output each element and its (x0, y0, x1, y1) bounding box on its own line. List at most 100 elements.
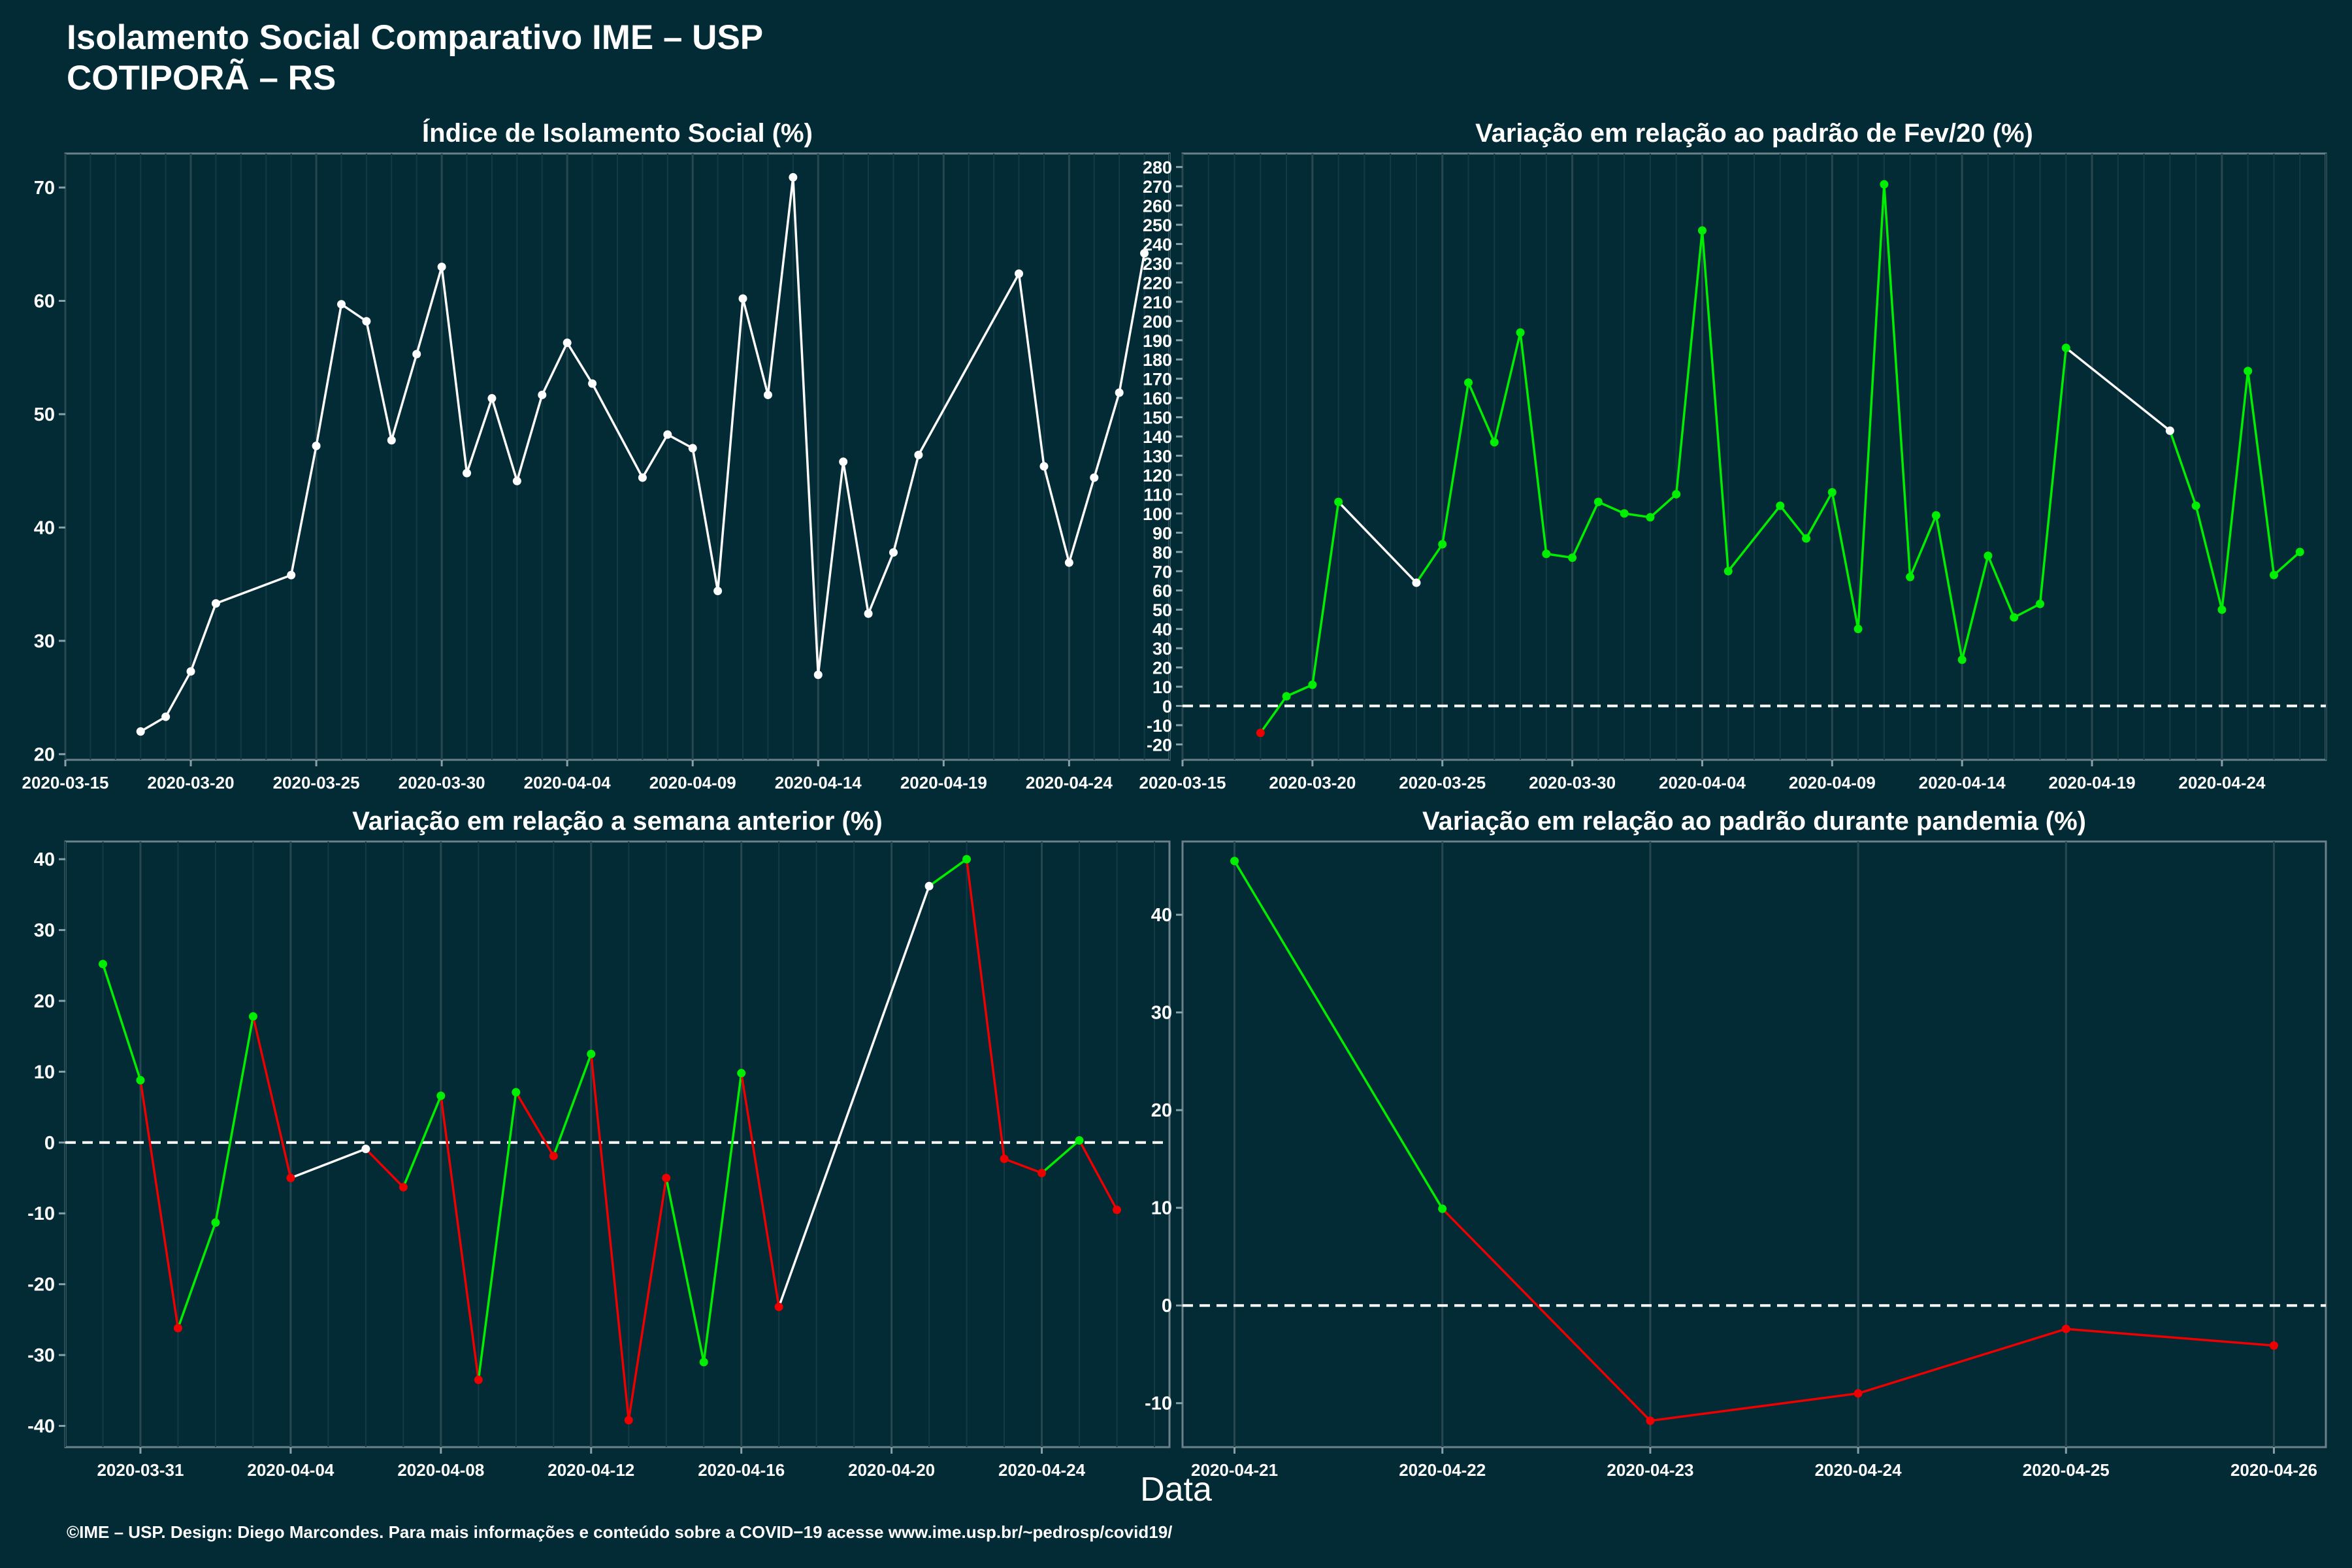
data-point (173, 1324, 182, 1333)
series-segment (515, 394, 544, 482)
series-segment (440, 1096, 480, 1380)
data-point (588, 379, 597, 388)
data-point (2191, 501, 2200, 510)
y-tick-label: 40 (1152, 620, 1172, 640)
data-point (98, 960, 107, 969)
series-segment (1043, 466, 1071, 563)
series-segment (566, 342, 594, 385)
y-tick-label: 110 (1143, 485, 1172, 504)
y-tick-label: 20 (1152, 659, 1172, 678)
data-point (211, 1218, 220, 1227)
series-segment (1233, 860, 1444, 1210)
series-segment (465, 398, 493, 474)
series-segment (1961, 555, 1989, 661)
data-point (1827, 488, 1837, 497)
series-segment (928, 858, 968, 887)
x-tick-label: 2020-04-24 (1026, 773, 1113, 792)
data-point (1334, 497, 1343, 506)
y-tick-label: 250 (1143, 216, 1172, 235)
series-segment (139, 1080, 180, 1329)
data-point (463, 468, 472, 478)
x-tick-label: 2020-03-31 (97, 1460, 184, 1480)
data-point (662, 1173, 671, 1183)
y-tick-label: 20 (34, 744, 55, 765)
series-segment (252, 1016, 292, 1179)
chart-panel-3: Variação em relação a semana anterior (%… (27, 807, 1171, 1480)
data-point (1854, 1389, 1863, 1398)
x-tick-label: 2020-04-04 (247, 1460, 335, 1480)
x-tick-label: 2020-04-20 (848, 1460, 935, 1480)
x-tick-label: 2020-03-20 (1269, 773, 1356, 792)
series-segment (641, 434, 669, 478)
series-segment (1909, 515, 1938, 578)
y-tick-label: 80 (1152, 543, 1172, 563)
x-axis-label: Data (1140, 1471, 1212, 1509)
series-segment (365, 1148, 404, 1188)
y-tick-label: -10 (1147, 716, 1172, 736)
panel-title: Índice de Isolamento Social (%) (422, 118, 813, 148)
series-segment (1649, 493, 1677, 519)
y-tick-label: 230 (1143, 254, 1172, 274)
y-tick-label: 20 (1151, 1100, 1172, 1121)
x-tick-label: 2020-04-04 (524, 773, 612, 792)
y-tick-label: 10 (1151, 1198, 1172, 1219)
series-segment (1493, 332, 1522, 443)
data-point (1568, 553, 1577, 563)
x-tick-label: 2020-04-14 (775, 773, 862, 792)
series-segment (1831, 492, 1859, 629)
data-point (1646, 1416, 1655, 1426)
x-tick-label: 2020-03-30 (1529, 773, 1616, 792)
series-segment (691, 448, 719, 591)
series-segment (1935, 515, 1963, 661)
data-point (1697, 226, 1707, 235)
x-tick-label: 2020-04-16 (698, 1460, 785, 1480)
data-point (2269, 1341, 2278, 1350)
x-tick-label: 2020-03-20 (148, 773, 235, 792)
x-tick-label: 2020-04-24 (2178, 773, 2266, 792)
series-segment (917, 273, 1021, 456)
y-tick-label: -40 (27, 1416, 55, 1437)
data-point (864, 609, 873, 618)
series-segment (289, 446, 318, 576)
series-segment (214, 1016, 255, 1223)
series-segment (2273, 551, 2301, 576)
data-point (563, 338, 572, 348)
data-point (211, 599, 220, 608)
y-tick-label: 0 (1162, 1296, 1172, 1316)
data-point (474, 1375, 483, 1384)
data-point (2244, 367, 2253, 376)
series-segment (867, 551, 895, 614)
y-tick-label: 120 (1143, 466, 1172, 485)
x-tick-label: 2020-03-15 (22, 773, 109, 792)
data-point (1854, 625, 1863, 634)
data-point (1438, 540, 1447, 549)
series-segment (1259, 695, 1288, 734)
data-point (161, 712, 171, 721)
y-tick-label: 260 (1143, 197, 1172, 216)
data-point (1723, 566, 1733, 576)
series-segment (1779, 505, 1807, 540)
series-segment (165, 670, 192, 717)
data-point (1516, 328, 1525, 337)
series-segment (1727, 505, 1782, 572)
series-segment (189, 603, 218, 672)
data-point (549, 1151, 558, 1160)
y-tick-label: 70 (1152, 562, 1172, 581)
series-segment (1674, 230, 1704, 495)
series-segment (1415, 544, 1444, 583)
y-tick-label: 0 (1162, 697, 1172, 717)
series-segment (792, 177, 820, 675)
data-point (2061, 344, 2070, 353)
series-segment (2066, 1328, 2274, 1347)
data-point (1438, 1204, 1447, 1213)
data-point (2010, 613, 2019, 622)
x-tick-label: 2020-04-09 (1789, 773, 1876, 792)
data-point (1646, 513, 1655, 522)
data-point (713, 587, 723, 596)
series-segment (2038, 348, 2068, 604)
data-point (587, 1049, 596, 1058)
data-point (2036, 599, 2044, 608)
series-segment (440, 267, 468, 474)
series-segment (1546, 553, 1573, 559)
